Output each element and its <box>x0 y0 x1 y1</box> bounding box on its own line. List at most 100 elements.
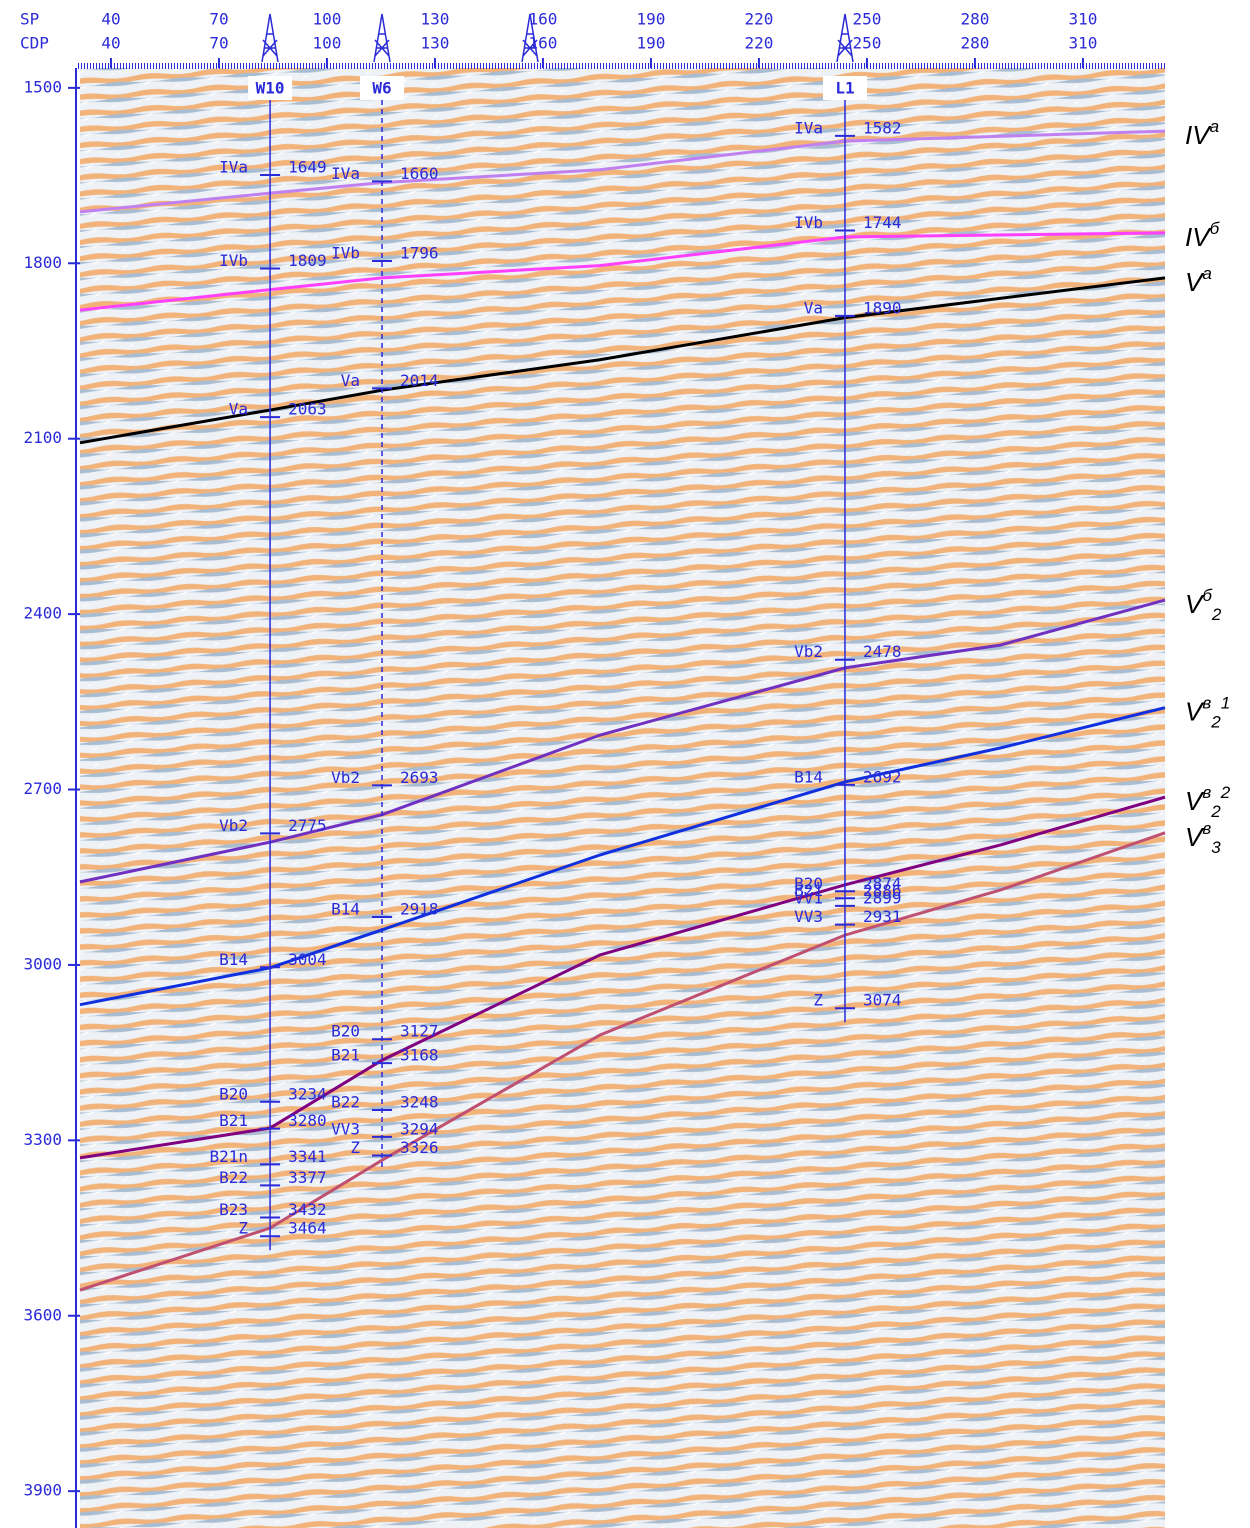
well-marker-label: B22 <box>331 1092 360 1111</box>
well-name: L1 <box>835 79 854 98</box>
horizon-label: IVa <box>1185 117 1219 150</box>
well-marker-label: B20 <box>794 874 823 893</box>
well-marker-label: B14 <box>331 899 360 918</box>
cdp-tick-label: 100 <box>312 34 341 53</box>
horizon-label-part: в <box>1202 783 1211 802</box>
horizon-label-part: 2 <box>1210 802 1221 821</box>
well-marker-label: B22 <box>219 1168 248 1187</box>
well-marker-depth: 3377 <box>288 1168 327 1187</box>
horizon-label: Vв3 <box>1185 819 1221 857</box>
well-marker-label: VV3 <box>331 1119 360 1138</box>
well-marker-label: VV1 <box>794 888 823 907</box>
y-tick-label: 1800 <box>23 253 62 272</box>
well-marker-label: B14 <box>794 767 823 786</box>
horizon-label-part: 3 <box>1211 838 1221 857</box>
well-marker-label: Z <box>813 991 823 1010</box>
well-marker-depth: 2775 <box>288 816 327 835</box>
well-marker-label: Va <box>229 400 248 419</box>
y-tick-label: 3300 <box>23 1130 62 1149</box>
well-name: W10 <box>256 79 285 98</box>
well-marker-label: B20 <box>331 1022 360 1041</box>
well-marker-depth: 3280 <box>288 1111 327 1130</box>
horizon-label-part: V <box>1185 267 1205 297</box>
well-marker-depth: 3341 <box>288 1147 327 1166</box>
well-marker-depth: 2692 <box>863 767 902 786</box>
horizon-label-part: 2 <box>1220 783 1231 802</box>
well-marker-label: IVa <box>331 164 360 183</box>
y-tick-label: 1500 <box>23 77 62 96</box>
horizon-label: Va <box>1185 264 1212 297</box>
well-marker-depth: 3464 <box>288 1219 327 1238</box>
well-marker-depth: 2014 <box>400 371 439 390</box>
y-tick-label: 3900 <box>23 1481 62 1500</box>
well-marker-label: IVa <box>219 158 248 177</box>
horizon-label-part: V <box>1185 697 1205 727</box>
x-tick-label: 310 <box>1068 10 1097 29</box>
well-marker-label: Z <box>350 1138 360 1157</box>
x-tick-label: 70 <box>209 10 228 29</box>
well-marker-depth: 1649 <box>288 158 327 177</box>
well-marker-label: Z <box>238 1219 248 1238</box>
horizon-label-part: a <box>1210 117 1219 136</box>
well-marker-depth: 1744 <box>863 213 902 232</box>
x-tick-label: 100 <box>312 10 341 29</box>
horizon-label-part: б <box>1210 219 1221 238</box>
horizon-label-part: 1 <box>1221 694 1230 713</box>
horizon-label: Vв21 <box>1185 694 1230 732</box>
horizon <box>79 231 1166 312</box>
cdp-tick-label: 220 <box>744 34 773 53</box>
well-marker-depth: 1796 <box>400 243 439 262</box>
well-marker-depth: 2874 <box>863 874 902 893</box>
well-marker-label: B14 <box>219 950 248 969</box>
x-tick-label: 190 <box>636 10 665 29</box>
horizon-label-part: a <box>1202 264 1211 283</box>
well-name-box <box>248 76 293 100</box>
seismic-background <box>80 68 1165 1528</box>
y-tick-label: 3000 <box>23 954 62 973</box>
well-marker-depth: 3248 <box>400 1092 439 1111</box>
well-marker-depth: 1582 <box>863 118 902 137</box>
well-marker-label: Vb2 <box>331 768 360 787</box>
well-marker-label: IVb <box>219 251 248 270</box>
y-tick-label: 3600 <box>23 1305 62 1324</box>
well-marker-label: IVa <box>794 118 823 137</box>
well-marker-depth: 3294 <box>400 1119 439 1138</box>
well-marker-depth: 3168 <box>400 1046 439 1065</box>
x-row-label: CDP <box>20 34 49 53</box>
x-tick-label: 220 <box>744 10 773 29</box>
cdp-tick-label: 310 <box>1068 34 1097 53</box>
horizon-label: Vв22 <box>1185 783 1231 821</box>
well-marker-depth: 2899 <box>863 888 902 907</box>
well-marker-depth: 1809 <box>288 251 327 270</box>
well-marker-depth: 3326 <box>400 1138 439 1157</box>
cdp-tick-label: 250 <box>852 34 881 53</box>
well-marker-depth: 3432 <box>288 1200 327 1219</box>
cdp-tick-label: 70 <box>209 34 228 53</box>
well-marker-depth: 3127 <box>400 1022 439 1041</box>
horizon-label-part: V <box>1185 822 1205 852</box>
well-marker-depth: 2886 <box>863 881 902 900</box>
well-marker-depth: 2063 <box>288 400 327 419</box>
well-marker-depth: 3074 <box>863 991 902 1010</box>
well-marker-label: Va <box>804 298 823 317</box>
y-tick-label: 2700 <box>23 779 62 798</box>
well-marker-depth: 2478 <box>863 642 902 661</box>
x-tick-label: 130 <box>420 10 449 29</box>
well-marker-label: B20 <box>219 1084 248 1103</box>
well-marker-label: B21n <box>210 1147 249 1166</box>
well-marker-label: B21 <box>331 1046 360 1065</box>
horizon-label-part: IV <box>1185 222 1212 252</box>
horizon-label-part: в <box>1202 694 1211 713</box>
horizon-label-part: V <box>1185 589 1205 619</box>
x-row-label: SP <box>20 10 39 29</box>
well-name-box <box>360 76 405 100</box>
well-marker-label: IVb <box>794 213 823 232</box>
y-tick-label: 2100 <box>23 428 62 447</box>
well-name: W6 <box>372 79 391 98</box>
well-marker-label: VV3 <box>794 907 823 926</box>
well-marker-label: B21 <box>794 881 823 900</box>
well-marker-label: B21 <box>219 1111 248 1130</box>
x-tick-label: 160 <box>528 10 557 29</box>
y-tick-label: 2400 <box>23 604 62 623</box>
